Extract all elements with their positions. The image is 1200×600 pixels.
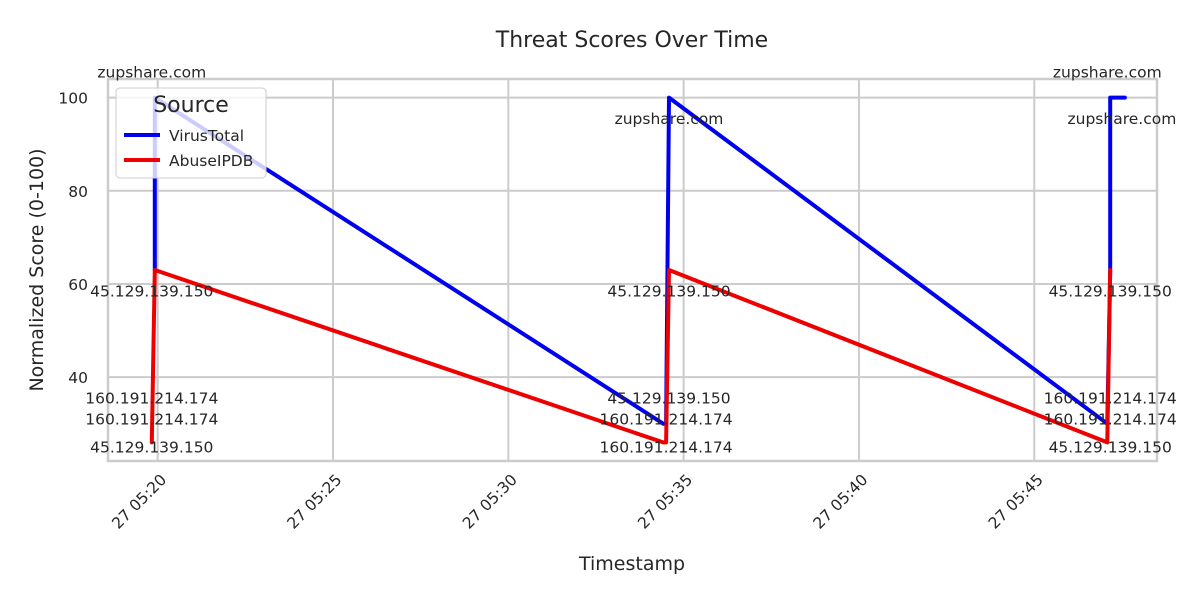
legend-title: Source bbox=[153, 93, 229, 118]
legend: Source VirusTotal AbuseIPDB bbox=[115, 87, 267, 179]
plot-area-frame bbox=[106, 77, 1159, 463]
annotation-label: zupshare.com bbox=[1053, 63, 1162, 81]
annotation-label: 45.129.139.150 bbox=[1049, 438, 1172, 456]
x-tick-labels: 27 05:20 27 05:25 27 05:30 27 05:35 27 05:40… bbox=[108, 471, 1046, 533]
annotation-label: 45.129.139.150 bbox=[90, 282, 213, 300]
annotation-label: zupshare.com bbox=[97, 63, 206, 81]
y-tick-label: 40 bbox=[68, 369, 88, 387]
annotation-label: zupshare.com bbox=[1068, 110, 1177, 128]
grid-lines bbox=[108, 79, 1157, 461]
x-tick-label: 27 05:40 bbox=[810, 471, 872, 533]
legend-label-abuseipdb: AbuseIPDB bbox=[169, 152, 253, 170]
series-layer bbox=[149, 95, 1127, 445]
x-tick-label: 27 05:25 bbox=[284, 471, 346, 533]
annotation-label: 160.191.214.174 bbox=[1044, 411, 1177, 429]
annotation-label: 160.191.214.174 bbox=[600, 411, 733, 429]
annotation-layer: zupshare.com 45.129.139.150 160.191.214.17… bbox=[85, 63, 1177, 456]
y-tick-label: 100 bbox=[58, 90, 88, 108]
annotation-label: 45.129.139.150 bbox=[607, 390, 730, 408]
x-tick-label: 27 05:45 bbox=[985, 471, 1047, 533]
y-tick-label: 80 bbox=[68, 183, 88, 201]
legend-label-virustotal: VirusTotal bbox=[169, 127, 244, 145]
annotation-label: 160.191.214.174 bbox=[85, 411, 218, 429]
x-tick-label: 27 05:30 bbox=[459, 471, 521, 533]
annotation-label: zupshare.com bbox=[615, 110, 724, 128]
annotation-label: 45.129.139.150 bbox=[1049, 282, 1172, 300]
y-axis-label: Normalized Score (0-100) bbox=[26, 148, 48, 391]
y-tick-labels: 40 60 80 100 bbox=[58, 90, 88, 388]
chart-title: Threat Scores Over Time bbox=[495, 28, 768, 53]
x-axis-label: Timestamp bbox=[578, 553, 685, 575]
legend-box bbox=[115, 87, 267, 179]
annotation-label: 45.129.139.150 bbox=[607, 282, 730, 300]
series-line-abuseipdb bbox=[149, 268, 1113, 445]
x-tick-label: 27 05:35 bbox=[634, 471, 696, 533]
series-line-virustotal bbox=[152, 95, 1127, 426]
y-tick-label: 60 bbox=[68, 276, 88, 294]
annotation-label: 160.191.214.174 bbox=[85, 390, 218, 408]
annotation-label: 160.191.214.174 bbox=[1044, 390, 1177, 408]
annotation-label: 45.129.139.150 bbox=[90, 438, 213, 456]
annotation-label: 160.191.214.174 bbox=[600, 438, 733, 456]
x-tick-label: 27 05:20 bbox=[108, 471, 170, 533]
